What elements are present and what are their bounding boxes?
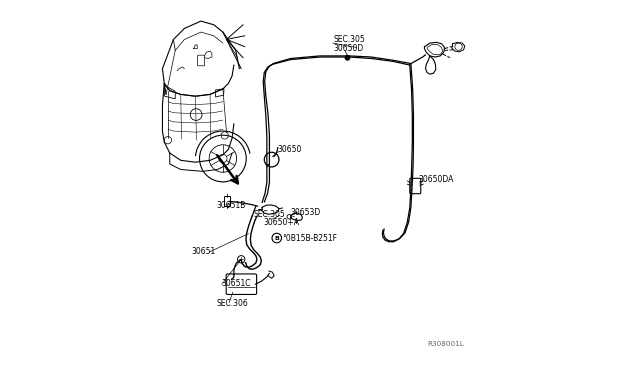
Text: 30653D: 30653D <box>290 208 320 217</box>
Text: 30650DA: 30650DA <box>418 175 454 184</box>
Text: °0B15B-B251F: °0B15B-B251F <box>283 234 338 243</box>
FancyBboxPatch shape <box>226 274 257 295</box>
Text: SEC.305: SEC.305 <box>253 210 285 219</box>
Text: 30650+A: 30650+A <box>263 218 300 227</box>
FancyBboxPatch shape <box>224 196 230 206</box>
Text: 30650: 30650 <box>278 145 302 154</box>
Text: SEC.305: SEC.305 <box>333 35 365 44</box>
FancyBboxPatch shape <box>198 55 205 66</box>
Text: B: B <box>275 235 279 241</box>
Text: SEC.306: SEC.306 <box>217 299 248 308</box>
Text: R308001L: R308001L <box>427 341 464 347</box>
Text: 30650D: 30650D <box>333 44 364 54</box>
Text: 30651C: 30651C <box>222 279 252 288</box>
Text: 30651B: 30651B <box>217 201 246 209</box>
Circle shape <box>346 55 349 60</box>
Text: 30651: 30651 <box>191 247 215 256</box>
FancyBboxPatch shape <box>410 178 420 194</box>
